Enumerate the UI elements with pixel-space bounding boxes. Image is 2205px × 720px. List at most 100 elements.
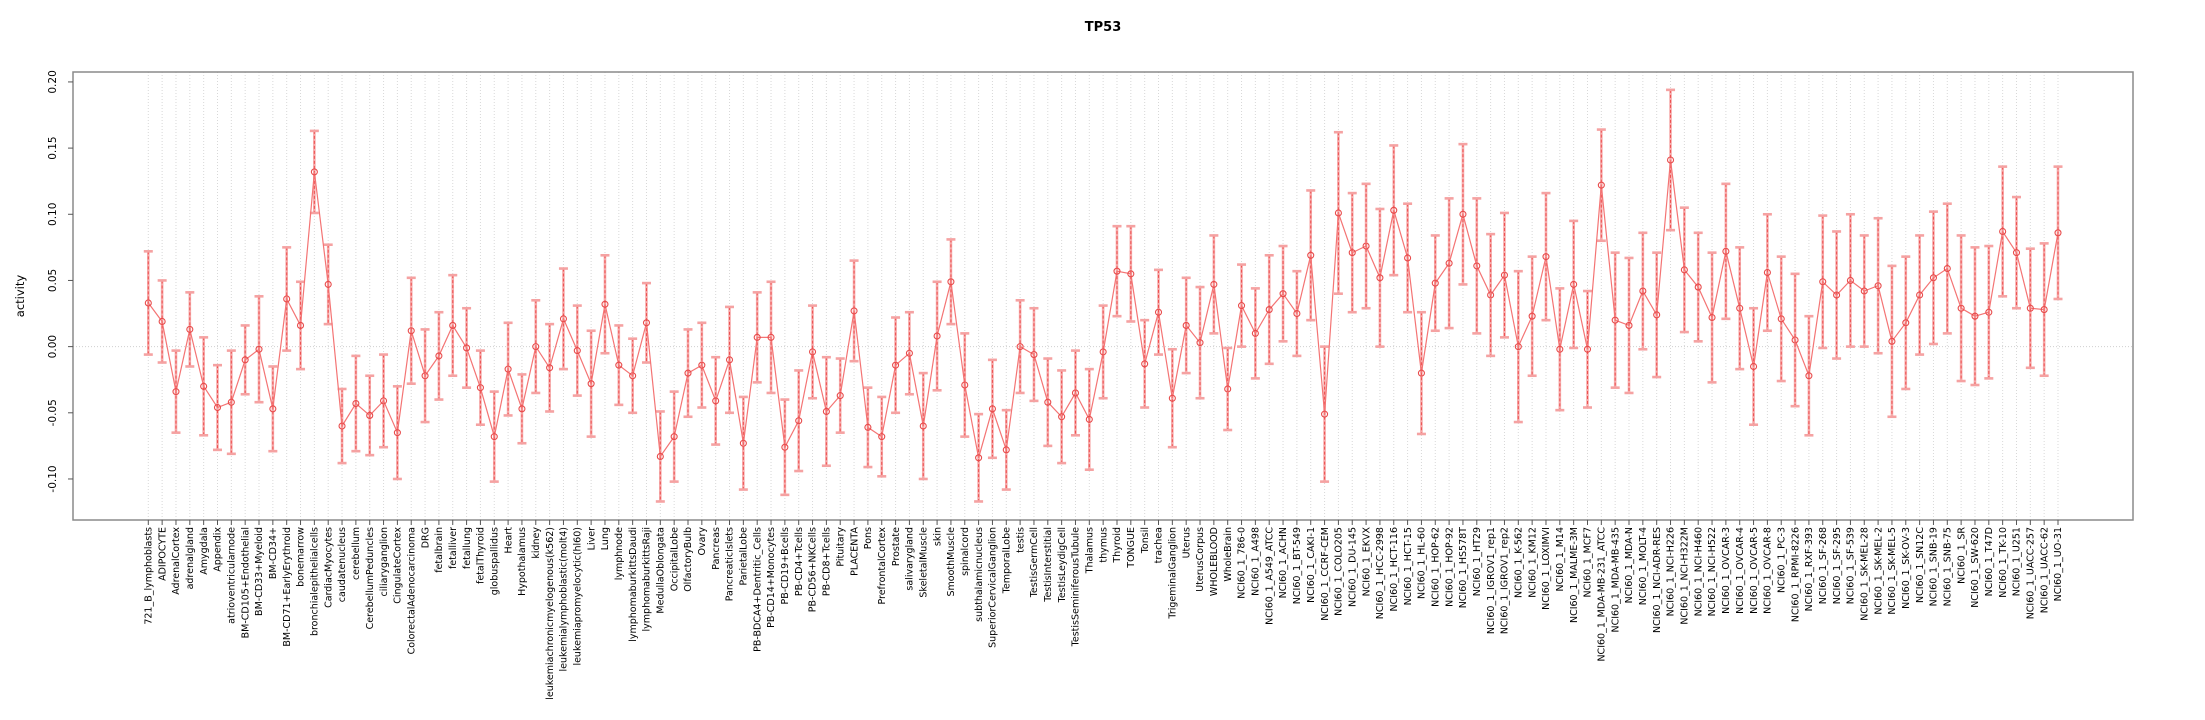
x-tick-label: TONGUE <box>1126 527 1137 569</box>
data-point <box>2012 249 2021 257</box>
x-tick-label: NCI60_1_MDA-MB-435 <box>1610 527 1621 633</box>
data-point <box>158 317 166 326</box>
x-tick-label: trachea <box>1154 527 1165 563</box>
data-point <box>1860 287 1868 295</box>
data-point <box>919 422 927 430</box>
data-point <box>836 392 844 400</box>
x-tick-label: Amygdala <box>199 527 210 575</box>
data-point <box>1473 262 1481 270</box>
data-point <box>255 345 263 353</box>
data-point <box>1846 276 1854 284</box>
data-point <box>1680 266 1688 274</box>
x-tick-label: NCI60_1_BT-549 <box>1292 527 1303 604</box>
y-tick-label: -0.05 <box>47 399 59 426</box>
data-point <box>1929 274 1938 282</box>
data-point <box>975 454 983 462</box>
x-tick-label: testis <box>1015 527 1026 553</box>
x-tick-label: PB-BDCA4+Dentritic_Cells <box>752 527 763 652</box>
x-tick-label: NCI60_1_COLO205 <box>1334 527 1345 616</box>
data-point <box>1251 329 1259 337</box>
x-tick-label: NCI60_1_MDA-N <box>1624 527 1635 603</box>
x-tick-label: UterusCorpus <box>1195 527 1206 592</box>
x-tick-label: NCI60_1_UACC-62 <box>2039 527 2050 613</box>
y-tick-label: -0.10 <box>47 465 59 492</box>
x-tick-label: NCI60_1_CAKI-1 <box>1306 527 1317 603</box>
data-point <box>1376 274 1384 282</box>
x-tick-label: AdrenalCortex <box>171 527 182 595</box>
x-tick-label: NCI60_1_NCI-H460 <box>1693 527 1704 616</box>
x-tick-label: NCI60_1_HCT-116 <box>1389 527 1400 611</box>
data-point <box>559 315 568 323</box>
data-point <box>269 405 277 413</box>
x-tick-label: CingulateCortex <box>393 527 404 604</box>
data-point <box>767 333 775 341</box>
data-point <box>1999 227 2007 236</box>
data-point <box>1597 181 1605 189</box>
data-point <box>324 280 332 288</box>
x-tick-label: NCI60_1_KM12 <box>1527 527 1538 598</box>
data-point <box>850 307 858 315</box>
data-point <box>2040 306 2048 314</box>
x-tick-label: NCI60_1_MOLT-4 <box>1638 527 1649 605</box>
x-tick-label: PrefrontalCortex <box>877 527 888 605</box>
data-point <box>947 278 955 286</box>
data-point <box>1874 282 1882 290</box>
data-point <box>1971 312 1979 320</box>
data-point <box>449 321 457 329</box>
x-tick-label: TestisInterstitial <box>1043 527 1054 603</box>
x-tick-label: NCI60_1_786-0 <box>1237 527 1248 599</box>
data-point <box>615 361 623 369</box>
x-tick-label: salivarygland <box>905 527 916 591</box>
data-point <box>878 433 886 441</box>
x-tick-label: SuperiorCervicalGanglion <box>988 527 999 648</box>
x-tick-label: NCI60_1_ACHN <box>1278 527 1289 598</box>
x-tick-label: leukemialymphoblastic(molt4) <box>559 527 570 672</box>
x-tick-label: adrenalgland <box>185 527 196 589</box>
x-tick-label: NCI60_1_SK-MEL-2 <box>1873 527 1884 615</box>
x-tick-label: bonemarrow <box>296 527 307 587</box>
data-point <box>1168 394 1176 402</box>
data-point <box>1182 321 1190 329</box>
y-tick-label: 0.10 <box>47 203 59 226</box>
data-point <box>283 295 291 303</box>
x-tick-label: lymphnode <box>614 527 625 580</box>
x-tick-label: cerebellum <box>351 527 362 580</box>
x-tick-label: NCI60_1_M14 <box>1555 527 1566 591</box>
data-point <box>1583 345 1592 353</box>
data-point <box>1431 279 1439 287</box>
x-tick-label: NCI60_1_SNB-75 <box>1942 527 1953 606</box>
x-tick-label: WholeBrain <box>1223 527 1234 582</box>
x-tick-label: leukemiapromyelocytic(hl60) <box>572 527 583 666</box>
x-tick-label: NCI60_1_SF-268 <box>1818 527 1829 604</box>
x-tick-label: caudatenucleus <box>337 527 348 602</box>
data-point <box>587 380 595 388</box>
data-point <box>1708 313 1716 322</box>
x-tick-label: WHOLEBLOOD <box>1209 527 1220 596</box>
data-point <box>1459 210 1467 218</box>
x-tick-label: lymphomaburkittsDaudi <box>628 527 639 642</box>
data-point <box>1016 343 1024 351</box>
data-point <box>573 347 581 355</box>
data-point <box>1694 283 1702 291</box>
series-line <box>147 159 2059 459</box>
y-tick-label: 0.20 <box>47 70 59 93</box>
x-tick-label: NCI60_1_SK-OV-3 <box>1901 527 1912 609</box>
data-point <box>518 405 526 413</box>
data-point <box>1390 206 1398 214</box>
data-point <box>739 439 747 447</box>
data-point <box>656 452 664 461</box>
data-point <box>1570 280 1578 288</box>
x-tick-label: fetalThyroid <box>476 527 487 584</box>
x-tick-label: NCI60_1_SR <box>1956 527 1967 584</box>
data-point <box>1736 304 1744 312</box>
x-tick-label: SmoothMuscle <box>946 527 957 597</box>
data-point <box>1154 308 1163 316</box>
x-tick-label: Tonsil <box>1140 527 1151 554</box>
x-tick-label: NCI60_1_HS578T <box>1458 527 1469 608</box>
data-point <box>1777 315 1785 323</box>
x-tick-label: NCI60_1_A498 <box>1251 527 1262 596</box>
x-tick-label: NCI60_1_MDA-MB-231_ATCC <box>1597 527 1608 662</box>
y-tick-label: 0.15 <box>47 136 59 159</box>
x-tick-label: CardiacMyocytes <box>323 527 334 608</box>
